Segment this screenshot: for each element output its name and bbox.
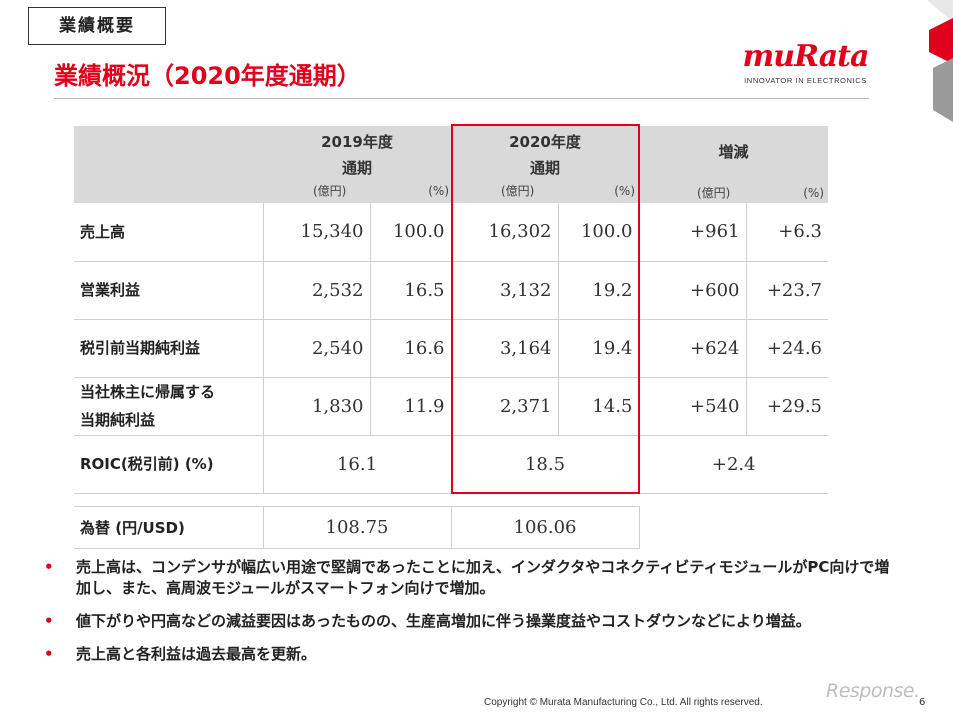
- bullet-text: 売上高は、コンデンサが幅広い用途で堅調であったことに加え、インダクタやコネクティ…: [76, 558, 890, 597]
- cell-change-pct: +6.3: [745, 203, 828, 262]
- cell-2020-value: 16,302: [450, 203, 558, 262]
- page-number: 6: [919, 697, 926, 708]
- cell-2020-roic: 18.5: [450, 435, 639, 494]
- header-2020-period: 通期: [529, 158, 560, 177]
- table-row-sales: 売上高 15,340 100.0 16,302 100.0 +961 +6.3: [74, 203, 828, 262]
- copyright: Copyright © Murata Manufacturing Co., Lt…: [484, 697, 763, 708]
- cell-2020-pct: 19.2: [557, 261, 639, 320]
- cell-2019-pct: 16.6: [369, 319, 451, 378]
- cell-2020-value: 3,132: [450, 261, 558, 320]
- cell-change-value: +540: [638, 377, 746, 436]
- row-label-line2: 当期純利益: [80, 411, 156, 429]
- fx-2019: 108.75: [262, 506, 451, 549]
- cell-2019-pct: 16.5: [369, 261, 451, 320]
- cell-2020-pct: 100.0: [557, 203, 639, 262]
- table-header: 2019年度 通期 (億円) (%) 2020年度 通期 (億円) (%) 増減…: [74, 126, 828, 203]
- page-title: 業績概況（2020年度通期）: [54, 62, 361, 90]
- header-2019-unit-pct: (%): [428, 183, 449, 198]
- header-2020-year: 2020年度: [509, 132, 581, 151]
- cell-change-value: +961: [638, 203, 746, 262]
- header-blank: [74, 126, 263, 203]
- results-table: 2019年度 通期 (億円) (%) 2020年度 通期 (億円) (%) 増減…: [74, 126, 828, 494]
- header-2019: 2019年度 通期 (億円) (%): [263, 126, 451, 203]
- fx-row: 為替 (円/USD) 108.75 106.06: [74, 506, 640, 549]
- cell-2019-pct: 11.9: [369, 377, 451, 436]
- header-2020-unit-oku: (億円): [501, 183, 535, 198]
- table-row-operating-income: 営業利益 2,532 16.5 3,132 19.2 +600 +23.7: [74, 261, 828, 320]
- row-label: 売上高: [74, 203, 263, 262]
- row-label-line1: 当社株主に帰属する: [80, 383, 216, 401]
- cell-2020-pct: 19.4: [557, 319, 639, 378]
- cell-2019-value: 2,532: [262, 261, 370, 320]
- murata-logo: muRata INNOVATOR IN ELECTRONICS: [738, 40, 873, 95]
- header-change-unit-oku: (億円): [697, 186, 731, 200]
- cell-change-value: +624: [638, 319, 746, 378]
- header-2019-period: 通期: [341, 158, 372, 177]
- fx-rate-table: 為替 (円/USD) 108.75 106.06: [74, 506, 640, 549]
- list-item: • 売上高は、コンデンサが幅広い用途で堅調であったことに加え、インダクタやコネクテ…: [44, 557, 894, 599]
- cell-2019-value: 15,340: [262, 203, 370, 262]
- header-change-label: 増減: [718, 143, 749, 161]
- logo-wordmark: muRata: [742, 39, 870, 74]
- bullet-icon: •: [44, 645, 54, 663]
- bullet-icon: •: [44, 612, 54, 630]
- cell-change-pct: +29.5: [745, 377, 828, 436]
- response-watermark: Response.: [826, 680, 920, 702]
- cell-2020-value: 2,371: [450, 377, 558, 436]
- cell-2020-pct: 14.5: [557, 377, 639, 436]
- title-divider: [54, 98, 869, 99]
- cell-2020-value: 3,164: [450, 319, 558, 378]
- cell-change-value: +600: [638, 261, 746, 320]
- header-change-unit-pct: (%): [803, 186, 824, 200]
- bullet-text: 売上高と各利益は過去最高を更新。: [76, 645, 317, 663]
- table-row-roic: ROIC(税引前) (%) 16.1 18.5 +2.4: [74, 435, 828, 494]
- fx-label: 為替 (円/USD): [74, 506, 263, 549]
- cell-2019-value: 2,540: [262, 319, 370, 378]
- table-row-net-income: 当社株主に帰属する 当期純利益 1,830 11.9 2,371 14.5 +5…: [74, 377, 828, 436]
- cell-2019-pct: 100.0: [369, 203, 451, 262]
- cell-change-pct: +24.6: [745, 319, 828, 378]
- list-item: • 売上高と各利益は過去最高を更新。: [44, 644, 894, 665]
- section-tag: 業績概要: [28, 7, 166, 45]
- row-label: ROIC(税引前) (%): [74, 435, 263, 494]
- header-2019-unit-oku: (億円): [313, 183, 347, 198]
- bullet-text: 値下がりや円高などの減益要因はあったものの、生産高増加に伴う操業度益やコストダウ…: [76, 612, 811, 630]
- corner-decoration-icon: [927, 0, 953, 122]
- commentary-list: • 売上高は、コンデンサが幅広い用途で堅調であったことに加え、インダクタやコネクテ…: [44, 557, 894, 677]
- cell-2019-value: 1,830: [262, 377, 370, 436]
- table-row-pretax-income: 税引前当期純利益 2,540 16.6 3,164 19.4 +624 +24.…: [74, 319, 828, 378]
- header-change: 増減 (億円) (%): [639, 126, 828, 203]
- header-2019-year: 2019年度: [321, 132, 393, 151]
- list-item: • 値下がりや円高などの減益要因はあったものの、生産高増加に伴う操業度益やコストダ…: [44, 611, 894, 632]
- row-label: 営業利益: [74, 261, 263, 320]
- cell-change-roic: +2.4: [638, 435, 828, 494]
- header-2020-unit-pct: (%): [614, 183, 635, 198]
- cell-2019-roic: 16.1: [262, 435, 451, 494]
- bullet-icon: •: [44, 558, 54, 576]
- logo-tagline: INNOVATOR IN ELECTRONICS: [744, 76, 867, 85]
- row-label: 税引前当期純利益: [74, 319, 263, 378]
- header-2020: 2020年度 通期 (億円) (%): [451, 126, 639, 203]
- cell-change-pct: +23.7: [745, 261, 828, 320]
- fx-2020: 106.06: [450, 506, 640, 549]
- row-label: 当社株主に帰属する 当期純利益: [74, 377, 263, 436]
